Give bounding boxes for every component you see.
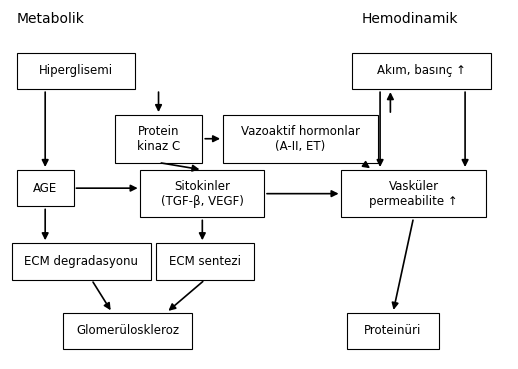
FancyBboxPatch shape bbox=[12, 243, 151, 280]
FancyBboxPatch shape bbox=[341, 170, 486, 217]
FancyBboxPatch shape bbox=[63, 313, 192, 349]
Text: ECM degradasyonu: ECM degradasyonu bbox=[24, 255, 138, 268]
FancyBboxPatch shape bbox=[352, 53, 491, 89]
Text: Sitokinler
(TGF-β, VEGF): Sitokinler (TGF-β, VEGF) bbox=[161, 180, 244, 208]
FancyBboxPatch shape bbox=[115, 115, 203, 162]
FancyBboxPatch shape bbox=[140, 170, 264, 217]
Text: Hemodinamik: Hemodinamik bbox=[362, 13, 458, 26]
Text: Glomerüloskleroz: Glomerüloskleroz bbox=[76, 324, 179, 338]
Text: Akım, basınç ↑: Akım, basınç ↑ bbox=[377, 65, 466, 77]
FancyBboxPatch shape bbox=[156, 243, 254, 280]
FancyBboxPatch shape bbox=[17, 53, 135, 89]
Text: Metabolik: Metabolik bbox=[17, 13, 85, 26]
FancyBboxPatch shape bbox=[17, 170, 74, 207]
FancyBboxPatch shape bbox=[223, 115, 378, 162]
Text: AGE: AGE bbox=[33, 182, 57, 195]
Text: Hiperglisemi: Hiperglisemi bbox=[39, 65, 113, 77]
FancyBboxPatch shape bbox=[347, 313, 439, 349]
Text: Protein
kinaz C: Protein kinaz C bbox=[137, 125, 180, 153]
Text: Proteinüri: Proteinüri bbox=[364, 324, 422, 338]
Text: Vazoaktif hormonlar
(A-II, ET): Vazoaktif hormonlar (A-II, ET) bbox=[241, 125, 359, 153]
Text: ECM sentezi: ECM sentezi bbox=[169, 255, 241, 268]
Text: Vasküler
permeabilite ↑: Vasküler permeabilite ↑ bbox=[369, 180, 458, 208]
